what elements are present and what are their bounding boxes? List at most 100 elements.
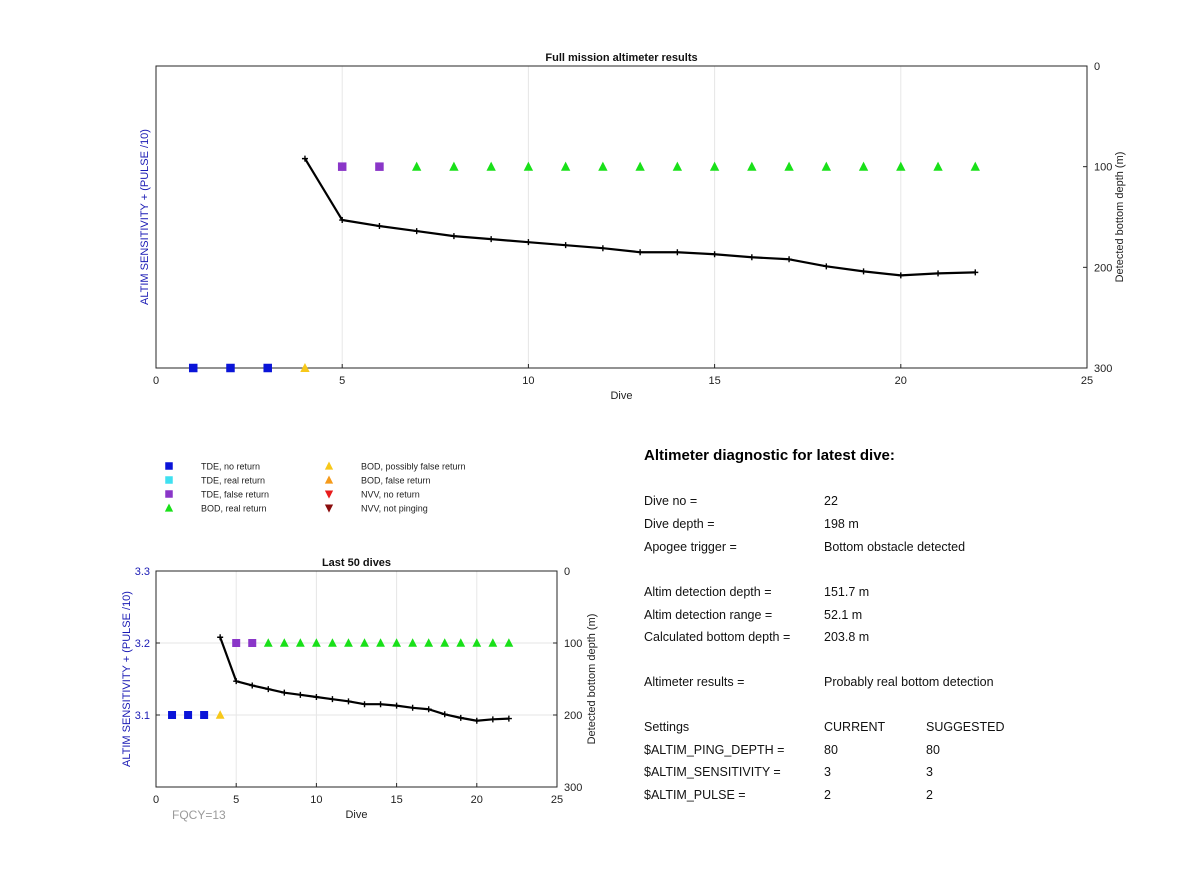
full-mission-status-marker bbox=[412, 161, 422, 171]
last-50-depth-point bbox=[297, 691, 304, 698]
full-mission-status-marker bbox=[635, 161, 645, 171]
setting-name: $ALTIM_SENSITIVITY = bbox=[644, 765, 781, 779]
last-50-depth-point bbox=[329, 696, 336, 703]
last-50-status-marker bbox=[312, 638, 321, 647]
full-mission-ylabel-left: ALTIM SENSITIVITY + (PULSE /10) bbox=[139, 129, 151, 305]
last-50-title: Last 50 dives bbox=[322, 557, 391, 569]
last-50-status-marker bbox=[200, 711, 209, 719]
full-mission-title: Full mission altimeter results bbox=[545, 52, 697, 64]
legend-label: TDE, real return bbox=[201, 476, 265, 486]
last-50-status-marker bbox=[344, 638, 353, 647]
last-50-status-marker bbox=[328, 638, 337, 647]
last-50-depth-point bbox=[473, 717, 480, 724]
diag-value: 203.8 m bbox=[824, 630, 870, 644]
legend-marker bbox=[324, 504, 334, 513]
last-50-ytick-right-label: 300 bbox=[564, 782, 582, 794]
setting-name: $ALTIM_PULSE = bbox=[644, 788, 746, 802]
diag-value: 52.1 m bbox=[824, 608, 863, 622]
diag-label: Altim detection range = bbox=[644, 608, 773, 622]
diag-value: 22 bbox=[824, 494, 838, 508]
full-mission-status-marker bbox=[672, 161, 683, 171]
settings-header-current: CURRENT bbox=[824, 720, 886, 734]
full-mission-status-marker bbox=[188, 363, 198, 373]
legend-marker bbox=[324, 490, 334, 499]
full-mission-depth-point bbox=[599, 245, 606, 252]
legend-marker bbox=[165, 462, 173, 470]
full-mission-depth-point bbox=[562, 242, 569, 249]
full-mission-ytick-right-label: 0 bbox=[1094, 61, 1100, 73]
last-50-depth-line bbox=[219, 636, 509, 722]
last-50-depth-point bbox=[441, 711, 448, 718]
last-50-ytick-right-label: 100 bbox=[564, 638, 582, 650]
full-mission-depth-point bbox=[748, 254, 755, 261]
full-mission-status-marker bbox=[263, 363, 272, 373]
full-mission-status-marker bbox=[226, 363, 235, 373]
settings-header-suggested: SUGGESTED bbox=[926, 720, 1005, 734]
full-mission-xtick-label: 5 bbox=[339, 375, 345, 387]
settings-header-label: Settings bbox=[644, 720, 690, 734]
last-50-xtick-label: 20 bbox=[471, 794, 483, 806]
legend-label: TDE, no return bbox=[201, 462, 260, 472]
full-mission-status-marker bbox=[523, 161, 534, 171]
full-mission-ytick-right-label: 100 bbox=[1094, 162, 1112, 174]
last-50-ytick-right-label: 200 bbox=[564, 710, 582, 722]
diag-label: Altimeter results = bbox=[644, 675, 745, 689]
last-50-status-marker bbox=[408, 638, 418, 647]
full-mission-depth-point bbox=[972, 269, 979, 276]
setting-current: 80 bbox=[824, 743, 838, 757]
diag-label: Dive no = bbox=[644, 494, 698, 508]
full-mission-xtick-label: 25 bbox=[1081, 375, 1093, 387]
last-50-ytick-left-label: 3.2 bbox=[135, 638, 150, 650]
full-mission-status-marker bbox=[375, 162, 384, 171]
last-50-status-marker bbox=[440, 638, 450, 647]
last-50-xtick-label: 5 bbox=[233, 794, 239, 806]
last-50-ytick-right-label: 0 bbox=[564, 566, 570, 578]
setting-current: 2 bbox=[824, 788, 831, 802]
diag-label: Apogee trigger = bbox=[644, 540, 737, 554]
full-mission-depth-point bbox=[339, 217, 346, 224]
full-mission-depth-point bbox=[897, 272, 904, 279]
last-50-depth-point bbox=[233, 678, 240, 685]
full-mission-xlabel: Dive bbox=[610, 390, 632, 402]
last-50-status-marker bbox=[360, 638, 369, 647]
full-mission-xtick-label: 15 bbox=[708, 375, 720, 387]
last-50-status-marker bbox=[376, 638, 385, 647]
full-mission-xtick-label: 20 bbox=[895, 375, 907, 387]
full-mission-status-marker bbox=[449, 161, 459, 171]
full-mission-depth-point bbox=[488, 236, 495, 243]
full-mission-depth-point bbox=[450, 233, 457, 240]
last-50-status-marker bbox=[424, 638, 434, 647]
last-50-status-marker bbox=[488, 638, 498, 647]
diag-label: Altim detection depth = bbox=[644, 585, 772, 599]
last-50-ylabel-left: ALTIM SENSITIVITY + (PULSE /10) bbox=[121, 591, 133, 767]
last-50-status-marker bbox=[472, 638, 482, 647]
legend-label: BOD, real return bbox=[201, 504, 267, 514]
full-mission-ylabel-right: Detected bottom depth (m) bbox=[1114, 152, 1126, 283]
setting-suggested: 80 bbox=[926, 743, 940, 757]
last-50-ytick-left-label: 3.3 bbox=[135, 566, 150, 578]
full-mission-xtick-label: 0 bbox=[153, 375, 159, 387]
last-50-status-marker bbox=[248, 639, 257, 647]
full-mission-status-marker bbox=[337, 162, 347, 171]
full-mission-status-marker bbox=[970, 161, 980, 171]
diag-value: Probably real bottom detection bbox=[824, 675, 994, 689]
full-mission-depth-point bbox=[786, 256, 793, 263]
legend-label: TDE, false return bbox=[201, 490, 269, 500]
full-mission-depth-point bbox=[525, 239, 532, 246]
legend-marker bbox=[165, 490, 173, 498]
last-50-status-marker bbox=[456, 638, 466, 647]
last-50-depth-point bbox=[377, 701, 384, 708]
legend-marker bbox=[324, 475, 334, 484]
last-50-depth-point bbox=[249, 682, 256, 689]
full-mission-status-marker bbox=[709, 161, 720, 171]
last-50-depth-point bbox=[393, 702, 400, 709]
last-50-depth-point bbox=[217, 634, 224, 641]
last-50-depth-point bbox=[489, 716, 496, 723]
legend-label: NVV, not pinging bbox=[361, 504, 428, 514]
last-50-depth-point bbox=[457, 714, 464, 721]
last-50-status-marker bbox=[295, 638, 305, 647]
full-mission-depth-line bbox=[304, 158, 976, 277]
last-50-depth-point bbox=[281, 689, 288, 696]
full-mission-axes-box bbox=[155, 65, 1088, 369]
full-mission-depth-point bbox=[301, 155, 308, 162]
